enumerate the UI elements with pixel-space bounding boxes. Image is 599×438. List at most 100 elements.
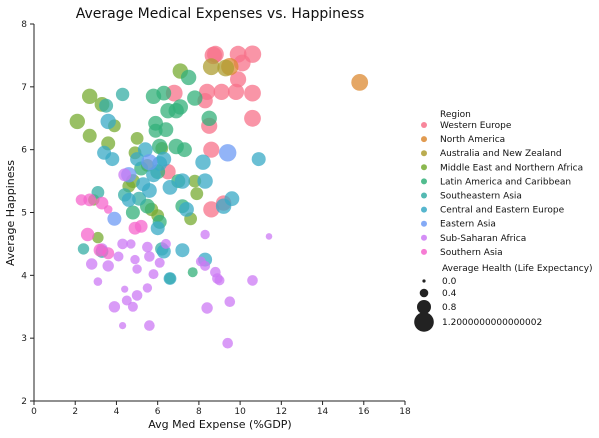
point-5-2 xyxy=(91,186,105,199)
point-4-20 xyxy=(125,205,140,220)
legend-marker-9 xyxy=(421,248,427,255)
point-8-19 xyxy=(142,283,153,293)
point-4-14 xyxy=(201,110,217,127)
point-8-15 xyxy=(200,260,211,271)
legend-entry-6: Central and Eastern Europe xyxy=(440,206,565,216)
legend-size-label-3: 1.2000000000000002 xyxy=(442,318,542,328)
point-4-2 xyxy=(160,103,176,119)
point-7-0 xyxy=(219,144,237,162)
y-tick-label-4: 6 xyxy=(21,146,27,156)
legend-entry-7: Eastern Asia xyxy=(440,220,496,230)
point-9-1 xyxy=(95,196,109,210)
point-8-24 xyxy=(201,302,213,314)
x-axis-label: Avg Med Expense (%GDP) xyxy=(148,418,291,431)
point-2-1 xyxy=(217,59,235,77)
point-0-7 xyxy=(213,83,230,100)
legend-entry-3: Middle East and Northern Africa xyxy=(440,163,583,173)
legend-entry-4: Latin America and Caribbean xyxy=(440,177,571,187)
point-6-14 xyxy=(179,202,194,217)
point-4-3 xyxy=(172,99,188,115)
legend-marker-5 xyxy=(421,192,427,199)
point-0-14 xyxy=(203,141,220,158)
y-tick-label-2: 4 xyxy=(21,271,27,281)
point-6-17 xyxy=(224,191,240,207)
point-8-21 xyxy=(121,295,132,306)
point-8-17 xyxy=(214,275,225,286)
point-8-0 xyxy=(118,168,132,182)
legend-entry-5: Southeastern Asia xyxy=(440,192,522,202)
legend-marker-4 xyxy=(421,178,427,185)
legend-size-marker-2 xyxy=(417,300,431,314)
point-8-20 xyxy=(131,290,143,301)
legend-size-label-0: 0.0 xyxy=(442,277,457,287)
x-tick-label-9: 18 xyxy=(399,407,411,417)
point-6-13 xyxy=(121,192,136,207)
x-tick-label-0: 0 xyxy=(31,407,37,417)
point-6-9 xyxy=(195,154,211,170)
point-8-28 xyxy=(222,337,233,349)
point-8-26 xyxy=(144,320,155,331)
point-8-5 xyxy=(160,238,171,249)
point-8-32 xyxy=(265,233,273,240)
point-9-3 xyxy=(80,227,95,242)
legend-entry-0: Western Europe xyxy=(440,121,512,131)
legend-size-marker-1 xyxy=(419,288,429,298)
point-8-9 xyxy=(154,257,165,268)
point-3-0 xyxy=(69,113,86,130)
point-6-8 xyxy=(174,173,191,189)
point-8-23 xyxy=(127,301,138,312)
legend-marker-8 xyxy=(421,234,427,241)
legend-marker-1 xyxy=(421,136,427,143)
y-tick-label-0: 2 xyxy=(21,397,27,407)
point-4-12 xyxy=(177,142,192,158)
point-4-10 xyxy=(152,138,168,155)
legend-marker-3 xyxy=(421,164,427,171)
y-tick-label-3: 5 xyxy=(21,209,27,219)
point-0-10 xyxy=(165,84,183,102)
point-9-2 xyxy=(103,205,113,214)
x-tick-label-4: 8 xyxy=(196,407,202,417)
point-0-5 xyxy=(230,71,247,88)
point-5-0 xyxy=(99,98,114,113)
point-1-0 xyxy=(351,74,369,91)
legend-marker-0 xyxy=(421,122,427,128)
point-3-2 xyxy=(82,128,97,143)
point-8-18 xyxy=(247,275,258,286)
point-8-31 xyxy=(93,277,103,286)
legend-marker-2 xyxy=(421,150,427,157)
point-4-5 xyxy=(156,85,172,101)
point-0-8 xyxy=(227,83,245,100)
x-tick-label-7: 14 xyxy=(317,407,329,417)
point-8-25 xyxy=(224,296,236,308)
point-6-18 xyxy=(251,152,266,167)
legend-size-marker-3 xyxy=(414,312,434,332)
point-2-0 xyxy=(202,58,220,76)
point-8-30 xyxy=(200,229,210,240)
point-7-1 xyxy=(141,154,158,171)
point-6-19 xyxy=(175,243,190,258)
point-4-6 xyxy=(187,90,203,106)
legend-size-label-2: 0.8 xyxy=(442,303,457,313)
point-4-0 xyxy=(180,69,197,86)
legend-size-title: Average Health (Life Expectancy) xyxy=(442,264,593,274)
point-8-4 xyxy=(142,241,153,253)
point-5-5 xyxy=(77,243,90,255)
legend-marker-7 xyxy=(421,220,427,227)
legend-size-marker-0 xyxy=(422,279,426,283)
y-tick-label-6: 8 xyxy=(21,20,27,30)
point-0-9 xyxy=(244,84,261,102)
point-4-22 xyxy=(187,267,198,278)
point-5-1 xyxy=(115,87,130,102)
point-6-2 xyxy=(105,152,120,167)
point-8-11 xyxy=(148,269,159,280)
point-9-8 xyxy=(75,194,88,206)
point-8-33 xyxy=(86,258,98,270)
point-8-10 xyxy=(102,260,114,272)
x-tick-label-1: 2 xyxy=(72,407,78,417)
point-8-12 xyxy=(132,264,142,274)
point-6-4 xyxy=(130,152,145,167)
point-7-3 xyxy=(107,211,122,226)
point-3-1 xyxy=(82,88,98,105)
